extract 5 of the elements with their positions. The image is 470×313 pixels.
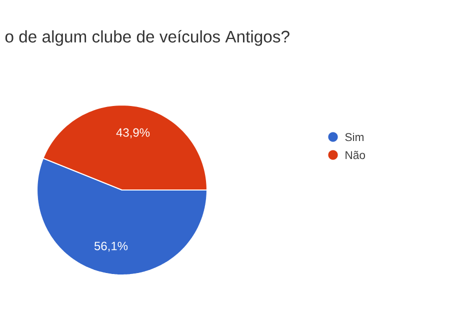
chart-title: o de algum clube de veículos Antigos? — [5, 30, 290, 46]
data-label: 43,9% — [116, 128, 150, 138]
legend-label: Sim — [345, 132, 364, 142]
legend-label: Não — [346, 150, 366, 160]
data-label: 56,1% — [94, 242, 128, 252]
